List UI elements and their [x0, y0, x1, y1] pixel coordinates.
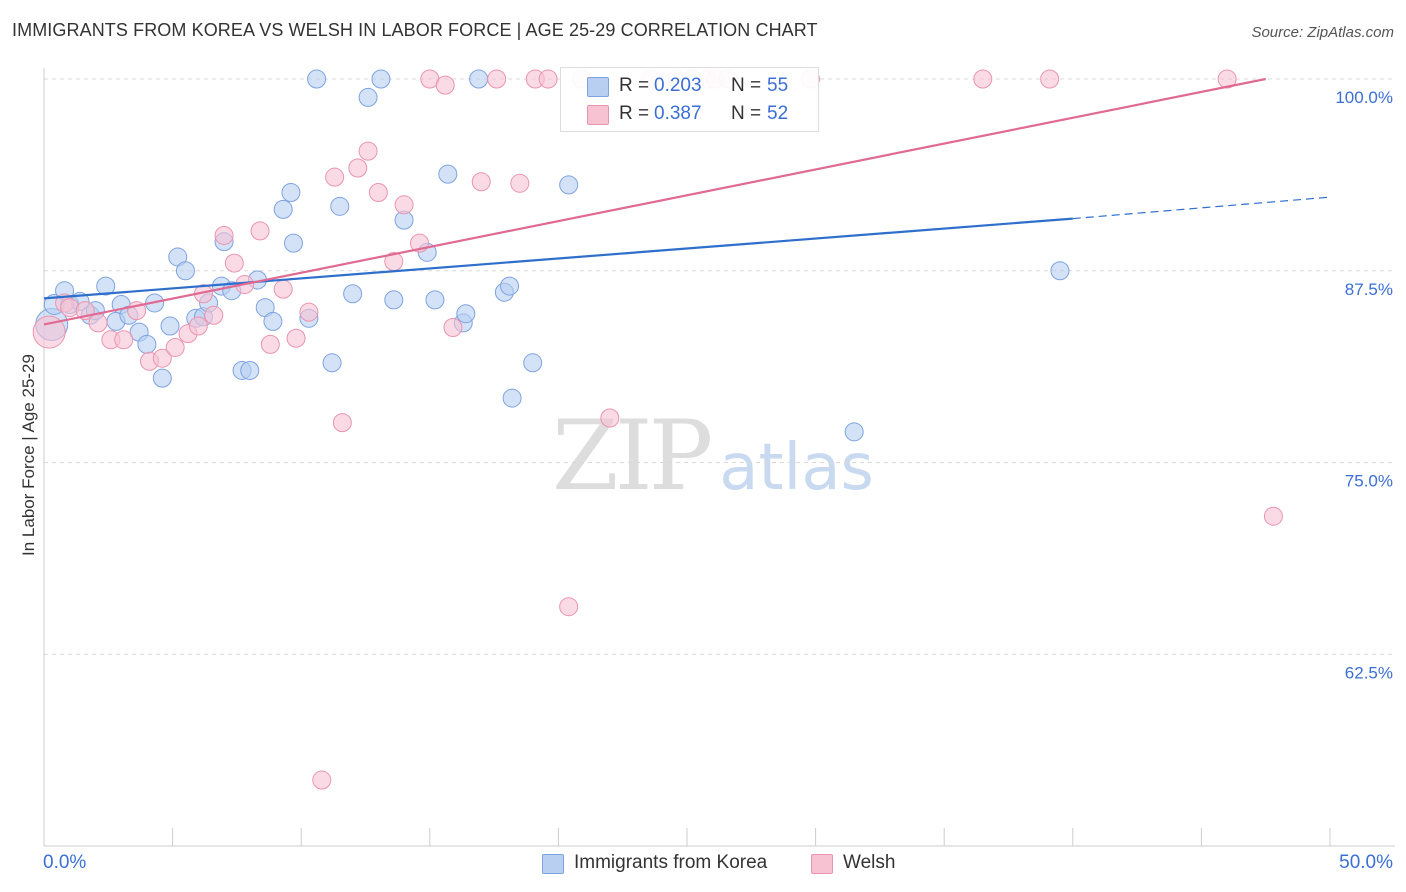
welsh-r-label: R =: [619, 103, 650, 124]
watermark-atlas: atlas: [719, 431, 874, 505]
welsh-point: [224, 253, 244, 273]
chart-source: Source: ZipAtlas.com: [1251, 24, 1394, 41]
korea-r-label: R =: [619, 75, 650, 96]
chart-title: IMMIGRANTS FROM KOREA VS WELSH IN LABOR …: [12, 20, 818, 40]
korea-point: [384, 290, 404, 310]
welsh-point: [332, 413, 352, 433]
welsh-point: [273, 279, 293, 299]
bottom-legend: Immigrants from Korea Welsh: [0, 852, 1406, 878]
korea-point: [371, 69, 391, 89]
y-tick-label: 87.5%: [1345, 280, 1393, 299]
welsh-point: [600, 408, 620, 428]
legend-korea-swatch: [542, 854, 564, 874]
y-tick-label: 100.0%: [1335, 88, 1393, 107]
welsh-point: [538, 69, 558, 89]
korea-point: [500, 276, 520, 296]
legend-welsh-swatch: [811, 854, 833, 874]
welsh-r-value: 0.387: [654, 103, 702, 124]
korea-point: [844, 422, 864, 442]
korea-point: [263, 311, 283, 331]
korea-point: [137, 334, 157, 354]
x-axis-max-label: 50.0%: [1339, 852, 1393, 873]
stats-legend-box: R = 0.203 N = 55 R = 0.387 N = 52: [560, 67, 819, 132]
korea-point: [96, 276, 116, 296]
welsh-point: [312, 770, 332, 790]
korea-trend-line-extension: [1072, 196, 1331, 220]
welsh-point: [325, 167, 345, 187]
korea-point: [358, 87, 378, 107]
korea-swatch: [587, 77, 609, 97]
stats-row-welsh: R = 0.387 N = 52: [561, 100, 818, 130]
y-tick-label: 75.0%: [1345, 472, 1393, 491]
watermark: ZIP atlas: [552, 400, 874, 512]
welsh-point: [32, 315, 66, 349]
welsh-point: [165, 337, 185, 357]
welsh-point: [435, 75, 455, 95]
stats-row-korea: R = 0.203 N = 55: [561, 72, 818, 102]
welsh-point: [1040, 69, 1060, 89]
welsh-point: [443, 318, 463, 338]
korea-point: [523, 353, 543, 373]
legend-welsh-label: Welsh: [843, 852, 896, 873]
korea-point: [469, 69, 489, 89]
korea-point: [152, 368, 172, 388]
welsh-swatch: [587, 105, 609, 125]
korea-n-value: 55: [767, 75, 789, 96]
welsh-point: [559, 597, 579, 617]
welsh-point: [188, 316, 208, 336]
welsh-point: [368, 183, 388, 203]
welsh-point: [60, 298, 80, 318]
welsh-point: [204, 305, 224, 325]
welsh-point: [152, 348, 172, 368]
y-tick-label: 62.5%: [1345, 663, 1393, 682]
welsh-point: [214, 225, 234, 245]
welsh-point: [286, 328, 306, 348]
welsh-point: [299, 302, 319, 322]
welsh-point: [1263, 506, 1283, 526]
korea-n-label: N =: [731, 75, 762, 96]
welsh-trend-line: [43, 77, 1266, 326]
korea-point: [1050, 261, 1070, 281]
welsh-point: [471, 172, 491, 192]
korea-point: [160, 316, 180, 336]
korea-r-value: 0.203: [654, 75, 702, 96]
korea-point: [438, 164, 458, 184]
welsh-point: [1217, 69, 1237, 89]
korea-point: [273, 199, 293, 219]
welsh-point: [114, 330, 134, 350]
korea-point: [240, 360, 260, 380]
welsh-point: [348, 158, 368, 178]
welsh-point: [973, 69, 993, 89]
legend-korea-label: Immigrants from Korea: [574, 852, 768, 873]
welsh-point: [510, 173, 530, 193]
y-axis-label: In Labor Force | Age 25-29: [19, 354, 38, 556]
welsh-n-label: N =: [731, 103, 762, 124]
korea-trend-line: [43, 217, 1073, 300]
x-axis-min-label: 0.0%: [43, 852, 87, 873]
welsh-point: [250, 221, 270, 241]
korea-point: [330, 196, 350, 216]
korea-point: [456, 304, 476, 324]
korea-point: [322, 353, 342, 373]
korea-point: [343, 284, 363, 304]
korea-point: [283, 233, 303, 253]
welsh-n-value: 52: [767, 103, 789, 124]
welsh-point: [260, 334, 280, 354]
korea-point: [425, 290, 445, 310]
welsh-point: [394, 195, 414, 215]
korea-point: [281, 183, 301, 203]
welsh-point: [358, 141, 378, 161]
korea-point: [175, 261, 195, 281]
welsh-point: [487, 69, 507, 89]
korea-point: [307, 69, 327, 89]
watermark-zip: ZIP: [552, 400, 713, 512]
korea-point: [502, 388, 522, 408]
welsh-point: [88, 313, 108, 333]
korea-point: [559, 175, 579, 195]
